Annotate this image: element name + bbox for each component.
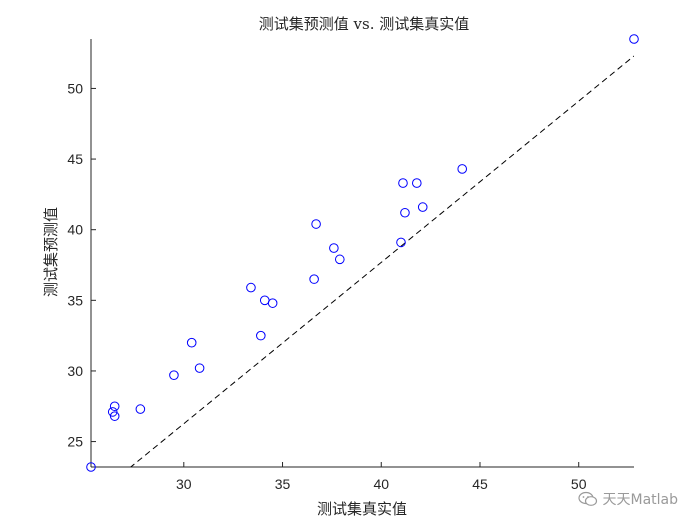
- data-point: [86, 462, 96, 472]
- data-point: [169, 370, 179, 380]
- reference-line: [129, 55, 634, 467]
- data-point: [109, 401, 120, 412]
- data-point: [311, 219, 321, 229]
- data-point: [107, 407, 118, 417]
- y-tick-label: 40: [67, 222, 83, 238]
- chart-title: 测试集预测值 vs. 测试集真实值: [259, 15, 469, 33]
- watermark: 天天Matlab: [578, 489, 678, 509]
- x-tick-label: 45: [472, 476, 488, 492]
- x-tick-label: 30: [176, 476, 192, 492]
- y-tick-label: 35: [67, 292, 83, 308]
- data-point: [412, 178, 422, 188]
- data-point: [396, 237, 406, 248]
- data-point: [109, 411, 120, 421]
- data-point: [186, 337, 197, 348]
- data-point: [259, 295, 270, 306]
- x-tick-label: 40: [373, 476, 389, 492]
- data-point: [246, 282, 256, 293]
- data-points: [86, 34, 639, 472]
- data-point: [457, 164, 468, 174]
- data-point: [398, 178, 408, 188]
- data-point: [629, 34, 639, 44]
- data-point: [334, 254, 345, 265]
- x-axis-label: 测试集真实值: [317, 500, 407, 518]
- y-tick-label: 25: [67, 434, 83, 450]
- x-tick-label: 50: [571, 476, 587, 492]
- wechat-icon: [578, 491, 598, 506]
- data-point: [256, 330, 266, 341]
- axes: 30 35 40 45 50 25 30 35 40 45 50: [67, 39, 634, 492]
- reference-line-group: [129, 55, 634, 467]
- data-point: [400, 207, 410, 218]
- y-tick-label: 30: [67, 363, 83, 379]
- watermark-text: 天天Matlab: [602, 492, 678, 508]
- x-tick-label: 35: [275, 476, 291, 492]
- y-tick-label: 50: [67, 80, 83, 96]
- y-tick-label: 45: [67, 151, 83, 167]
- data-point: [194, 363, 205, 373]
- data-point: [267, 298, 278, 308]
- data-point: [329, 243, 339, 253]
- data-point: [417, 202, 428, 212]
- data-point: [309, 274, 319, 284]
- y-axis-label: 测试集预测值: [42, 207, 60, 297]
- data-point: [135, 404, 146, 414]
